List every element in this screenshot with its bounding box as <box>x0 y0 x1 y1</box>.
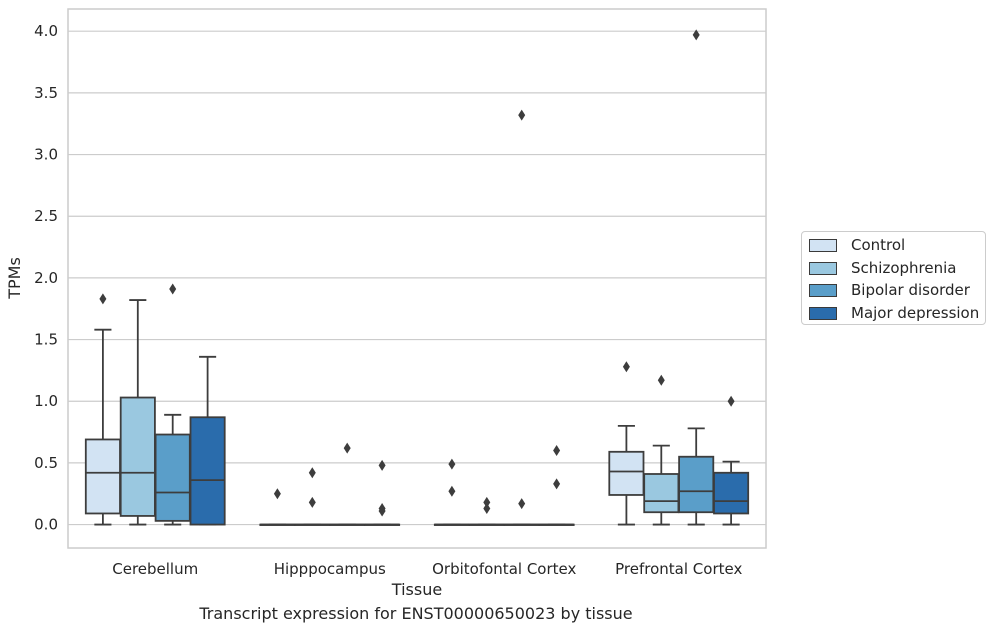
box-body <box>713 471 750 515</box>
outlier-point <box>518 109 526 121</box>
box-schizophrenia <box>643 444 680 526</box>
box-bipolar-disorder <box>329 523 366 526</box>
outlier-point <box>448 485 456 497</box>
box-bipolar-disorder <box>154 413 191 526</box>
outlier-point <box>483 503 491 515</box>
legend-swatch-schizophrenia <box>809 261 837 275</box>
x-tick-label: Cerebellum <box>112 560 198 578</box>
legend-item-schizophrenia: Schizophrenia <box>809 259 956 277</box>
y-axis-ticks: 0.0 0.5 1.0 1.5 2.0 2.5 3.0 3.5 4.0 <box>34 22 58 533</box>
outlier-point <box>483 496 491 508</box>
box-schizophrenia <box>119 299 156 526</box>
box-body <box>608 450 645 496</box>
legend-label-bipolar-disorder: Bipolar disorder <box>851 281 970 299</box>
y-tick-label: 4.0 <box>34 22 58 40</box>
y-tick-label: 3.0 <box>34 146 58 164</box>
legend-label-major-depression: Major depression <box>851 304 980 322</box>
outlier-point <box>308 496 316 508</box>
box-body <box>678 455 715 514</box>
legend-item-major-depression: Major depression <box>809 304 979 322</box>
x-tick-label: Hipppocampus <box>274 560 386 578</box>
legend: Control Schizophrenia Bipolar disorder M… <box>801 231 986 325</box>
box-major-depression <box>538 523 575 526</box>
x-axis-ticks: Cerebellum Hipppocampus Orbitofontal Corte… <box>112 560 742 578</box>
box-body <box>84 438 121 515</box>
outlier-point <box>622 361 630 373</box>
outlier-point <box>692 29 700 41</box>
y-tick-label: 2.5 <box>34 207 58 225</box>
y-tick-label: 1.0 <box>34 392 58 410</box>
outlier-point <box>99 293 107 305</box>
y-tick-label: 0.5 <box>34 454 58 472</box>
x-tick-label: Prefrontal Cortex <box>615 560 742 578</box>
y-tick-label: 0.0 <box>34 516 58 534</box>
y-tick-label: 2.0 <box>34 269 58 287</box>
outlier-point <box>448 458 456 470</box>
outlier-point <box>553 445 561 457</box>
outliers <box>99 29 735 517</box>
box-major-depression <box>364 523 401 526</box>
box-major-depression <box>713 460 750 526</box>
box-bipolar-disorder <box>503 523 540 526</box>
box-body <box>643 473 680 514</box>
box-control <box>84 328 121 526</box>
y-tick-label: 1.5 <box>34 331 58 349</box>
box-major-depression <box>189 355 226 526</box>
outlier-point <box>273 488 281 500</box>
box-control <box>433 523 470 526</box>
outlier-point <box>308 467 316 479</box>
box-body <box>189 416 226 526</box>
y-tick-label: 3.5 <box>34 84 58 102</box>
box-schizophrenia <box>468 523 505 526</box>
outlier-point <box>727 395 735 407</box>
y-axis-label: TPMs <box>5 257 24 300</box>
legend-item-control: Control <box>809 236 905 254</box>
x-tick-label: Orbitofontal Cortex <box>432 560 576 578</box>
outlier-point <box>378 505 386 517</box>
legend-label-schizophrenia: Schizophrenia <box>851 259 957 277</box>
outlier-point <box>378 459 386 471</box>
box-control <box>259 523 296 526</box>
legend-label-control: Control <box>851 236 906 254</box>
legend-swatch-major-depression <box>809 306 837 320</box>
outlier-point <box>169 283 177 295</box>
box-body <box>119 396 156 517</box>
boxes <box>84 299 750 526</box>
legend-swatch-control <box>809 238 837 252</box>
x-axis-label: Tissue <box>391 580 442 599</box>
legend-item-bipolar-disorder: Bipolar disorder <box>809 281 970 299</box>
legend-swatch-bipolar-disorder <box>809 283 837 297</box>
outlier-point <box>657 374 665 386</box>
outlier-point <box>553 478 561 490</box>
outlier-point <box>343 442 351 454</box>
box-schizophrenia <box>294 523 331 526</box>
figure-caption: Transcript expression for ENST0000065002… <box>199 604 633 623</box>
outlier-point <box>518 498 526 510</box>
box-body <box>154 433 191 522</box>
